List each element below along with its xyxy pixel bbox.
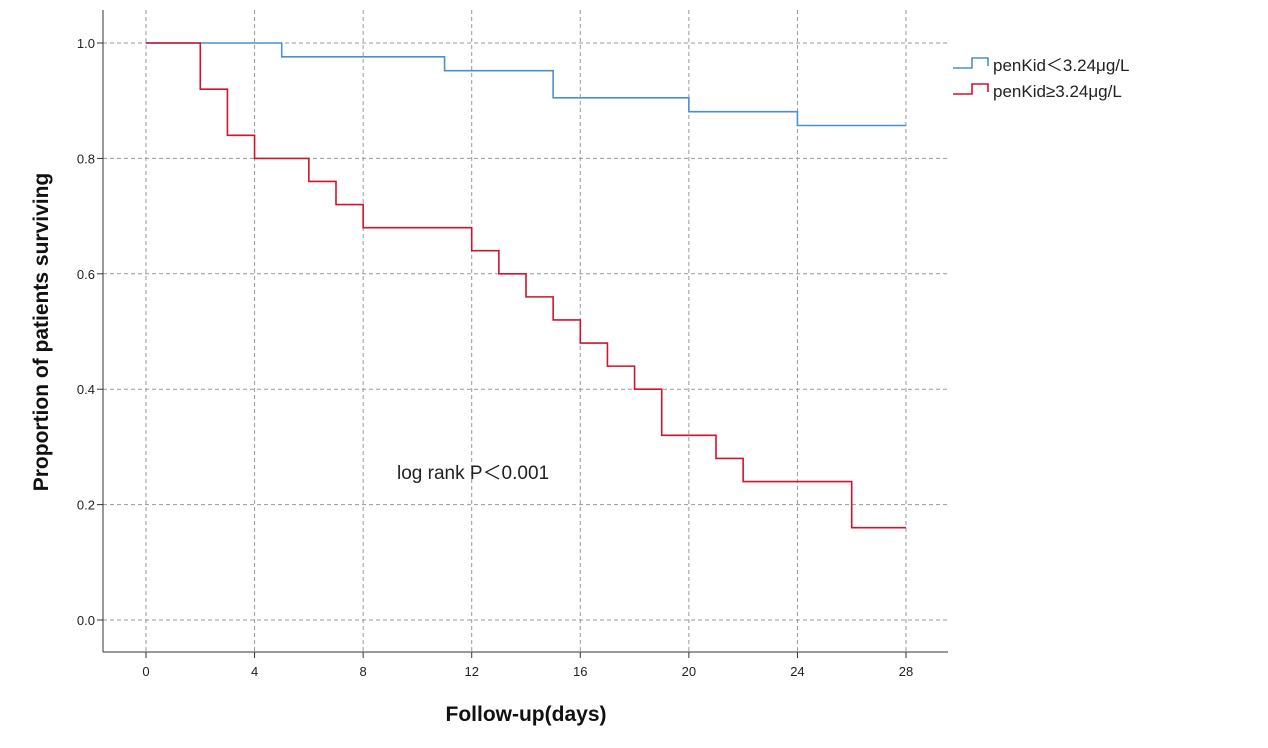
x-tick-label: 24	[790, 664, 804, 679]
x-tick-label: 0	[142, 664, 149, 679]
survival-curve-1	[146, 42, 906, 529]
x-tick-label: 12	[464, 664, 478, 679]
x-tick-label: 16	[573, 664, 587, 679]
x-tick-label: 8	[360, 664, 367, 679]
y-tick-label: 0.0	[77, 613, 95, 628]
x-tick-label: 28	[899, 664, 913, 679]
x-tick-label: 20	[682, 664, 696, 679]
legend-label: penKid＜3.24μg/L	[993, 56, 1129, 75]
annotation-logrank: log rank P＜0.001	[397, 463, 549, 484]
legend-label: penKid≥3.24μg/L	[993, 82, 1122, 101]
y-axis-label: Proportion of patients surviving	[30, 173, 53, 492]
legend-swatch	[953, 57, 989, 69]
y-tick-label: 0.2	[77, 498, 95, 513]
x-tick-label: 4	[251, 664, 258, 679]
y-tick-label: 0.6	[77, 267, 95, 282]
survival-curve-0	[146, 42, 906, 127]
y-tick-label: 0.4	[77, 382, 95, 397]
legend-swatch	[953, 83, 989, 95]
x-axis-label: Follow-up(days)	[446, 703, 607, 726]
y-tick-label: 0.8	[77, 151, 95, 166]
legend: penKid＜3.24μg/L penKid≥3.24μg/L	[953, 56, 1129, 101]
y-tick-label: 1.0	[77, 36, 95, 51]
